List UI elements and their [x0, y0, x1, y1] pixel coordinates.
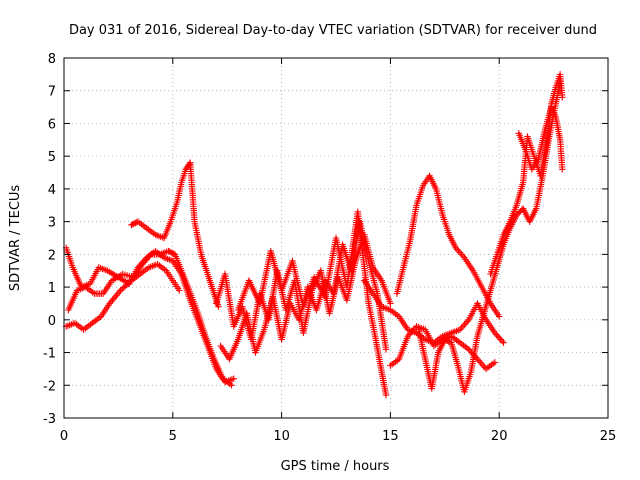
series-track-k	[415, 77, 564, 396]
data-points	[62, 71, 566, 399]
data-point	[497, 336, 504, 343]
data-point	[500, 339, 507, 346]
x-tick-label: 5	[169, 429, 177, 444]
plot-frame	[63, 57, 609, 419]
data-point	[491, 359, 499, 366]
data-point	[117, 287, 124, 294]
axis-ticks: 0 5 10 15 20 25 -3 -2 -1 0 1 2 3 4 5 6 7 8	[43, 52, 616, 444]
y-tick-label: 6	[48, 117, 56, 132]
data-point	[382, 391, 390, 399]
data-point	[120, 284, 127, 291]
x-tick-label: 25	[600, 429, 617, 444]
data-point	[123, 281, 130, 288]
data-point	[382, 346, 390, 353]
x-tick-label: 15	[382, 429, 399, 444]
series-track-c	[62, 260, 183, 333]
y-tick-label: 5	[48, 150, 56, 165]
data-point	[118, 285, 126, 293]
data-point	[387, 300, 394, 307]
y-tick-label: 1	[48, 281, 56, 296]
series-track-j	[393, 172, 503, 320]
data-point	[215, 303, 222, 310]
data-point	[461, 321, 468, 328]
data-point	[228, 382, 235, 389]
data-point	[559, 166, 566, 173]
y-tick-label: -1	[43, 347, 56, 362]
y-tick-label: -2	[43, 379, 56, 394]
series-track-m	[515, 103, 566, 173]
y-tick-label: 0	[48, 314, 56, 329]
data-point	[142, 257, 149, 265]
y-axis-label: SDTVAR / TECUs	[8, 185, 23, 292]
data-point	[230, 375, 237, 382]
x-tick-label: 10	[273, 429, 290, 444]
data-point	[462, 319, 470, 327]
y-tick-label: 2	[48, 248, 56, 263]
data-point	[496, 313, 503, 320]
chart-title: Day 031 of 2016, Sidereal Day-to-day VTE…	[69, 23, 597, 38]
data-point	[126, 278, 134, 286]
data-point	[494, 332, 501, 340]
data-point	[477, 359, 484, 366]
data-point	[498, 337, 506, 345]
data-point	[496, 334, 503, 342]
data-point	[186, 160, 193, 168]
y-tick-label: -3	[43, 412, 56, 427]
y-tick-label: 4	[48, 183, 56, 198]
data-point	[133, 219, 140, 226]
x-axis-label: GPS time / hours	[281, 459, 390, 474]
series-track-h	[361, 277, 507, 346]
series-track-i	[387, 323, 499, 373]
y-tick-label: 8	[48, 52, 56, 67]
data-point	[122, 282, 129, 290]
data-point	[125, 280, 132, 287]
data-point	[475, 357, 483, 364]
data-point	[478, 360, 485, 368]
data-point	[455, 247, 462, 255]
data-point	[176, 287, 183, 294]
series-track-d	[128, 159, 222, 310]
x-tick-label: 20	[491, 429, 508, 444]
data-point	[456, 249, 464, 256]
y-tick-label: 7	[48, 85, 56, 100]
x-tick-label: 0	[60, 429, 68, 444]
y-tick-label: 3	[48, 216, 56, 231]
data-point	[559, 94, 566, 101]
data-point	[459, 323, 467, 330]
series-track-g	[234, 208, 390, 399]
data-point	[458, 251, 465, 258]
